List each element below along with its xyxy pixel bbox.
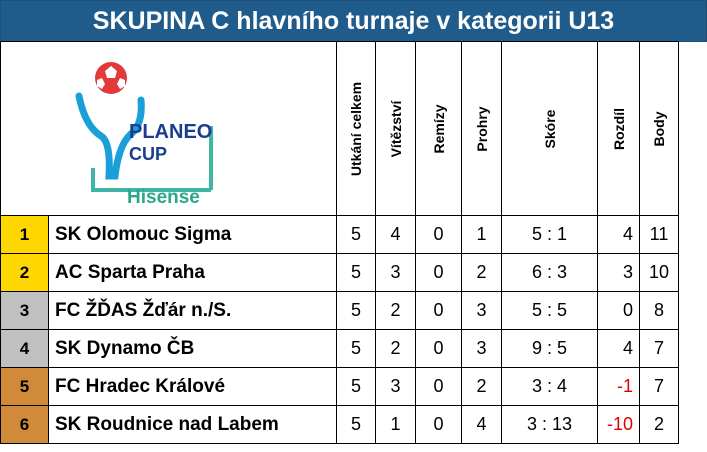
wins-cell: 3 [375,253,416,292]
score-cell: 5 : 5 [501,291,598,330]
header-wins: Vítězství [375,41,416,216]
table-row: 2 AC Sparta Praha 5 3 0 2 6 : 3 3 10 [0,253,679,292]
score-cell: 5 : 1 [501,215,598,254]
header-row: PLANEO CUP Hisense Utkání celkem Vítězst… [0,41,679,216]
diff-cell: 3 [597,253,640,292]
table-row: 1 SK Olomouc Sigma 5 4 0 1 5 : 1 4 11 [0,215,679,254]
diff-cell: 4 [597,329,640,368]
losses-cell: 2 [461,367,502,406]
wins-cell: 3 [375,367,416,406]
wins-cell: 1 [375,405,416,444]
played-cell: 5 [336,215,376,254]
logo-line1: PLANEO [129,121,212,143]
wins-cell: 2 [375,329,416,368]
wins-cell: 2 [375,291,416,330]
header-losses: Prohry [461,41,502,216]
score-cell: 6 : 3 [501,253,598,292]
team-name: SK Dynamo ČB [48,329,337,368]
logo-sponsor: Hisense [127,187,200,206]
draws-cell: 0 [415,329,462,368]
table-row: 5 FC Hradec Králové 5 3 0 2 3 : 4 -1 7 [0,367,679,406]
played-cell: 5 [336,367,376,406]
table-row: 4 SK Dynamo ČB 5 2 0 3 9 : 5 4 7 [0,329,679,368]
logo-line2: CUP [129,144,167,164]
played-cell: 5 [336,329,376,368]
header-score: Skóre [501,41,598,216]
losses-cell: 4 [461,405,502,444]
football-logo-icon [75,62,213,192]
rank-cell: 6 [0,405,49,444]
losses-cell: 1 [461,215,502,254]
page-title: SKUPINA C hlavního turnaje v kategorii U… [0,0,707,42]
played-cell: 5 [336,405,376,444]
team-name: AC Sparta Praha [48,253,337,292]
points-cell: 8 [639,291,679,330]
header-points: Body [639,41,679,216]
score-cell: 3 : 13 [501,405,598,444]
losses-cell: 3 [461,329,502,368]
score-cell: 3 : 4 [501,367,598,406]
draws-cell: 0 [415,291,462,330]
diff-cell: -10 [597,405,640,444]
draws-cell: 0 [415,405,462,444]
team-name: FC Hradec Králové [48,367,337,406]
logo-cell: PLANEO CUP Hisense [0,41,337,216]
team-name: SK Olomouc Sigma [48,215,337,254]
table-row: 3 FC ŽĎAS Žďár n./S. 5 2 0 3 5 : 5 0 8 [0,291,679,330]
rank-cell: 2 [0,253,49,292]
played-cell: 5 [336,291,376,330]
points-cell: 7 [639,329,679,368]
rank-cell: 3 [0,291,49,330]
points-cell: 2 [639,405,679,444]
rank-cell: 4 [0,329,49,368]
standings-table: PLANEO CUP Hisense Utkání celkem Vítězst… [0,41,679,444]
rank-cell: 5 [0,367,49,406]
header-diff: Rozdíl [597,41,640,216]
team-name: FC ŽĎAS Žďár n./S. [48,291,337,330]
header-played: Utkání celkem [336,41,376,216]
losses-cell: 2 [461,253,502,292]
diff-cell: 0 [597,291,640,330]
diff-cell: -1 [597,367,640,406]
score-cell: 9 : 5 [501,329,598,368]
header-draws: Remízy [415,41,462,216]
points-cell: 7 [639,367,679,406]
wins-cell: 4 [375,215,416,254]
team-name: SK Roudnice nad Labem [48,405,337,444]
rank-cell: 1 [0,215,49,254]
planeo-cup-logo: PLANEO CUP Hisense [75,62,213,206]
points-cell: 11 [639,215,679,254]
diff-cell: 4 [597,215,640,254]
points-cell: 10 [639,253,679,292]
losses-cell: 3 [461,291,502,330]
table-row: 6 SK Roudnice nad Labem 5 1 0 4 3 : 13 -… [0,405,679,444]
draws-cell: 0 [415,253,462,292]
draws-cell: 0 [415,215,462,254]
draws-cell: 0 [415,367,462,406]
played-cell: 5 [336,253,376,292]
